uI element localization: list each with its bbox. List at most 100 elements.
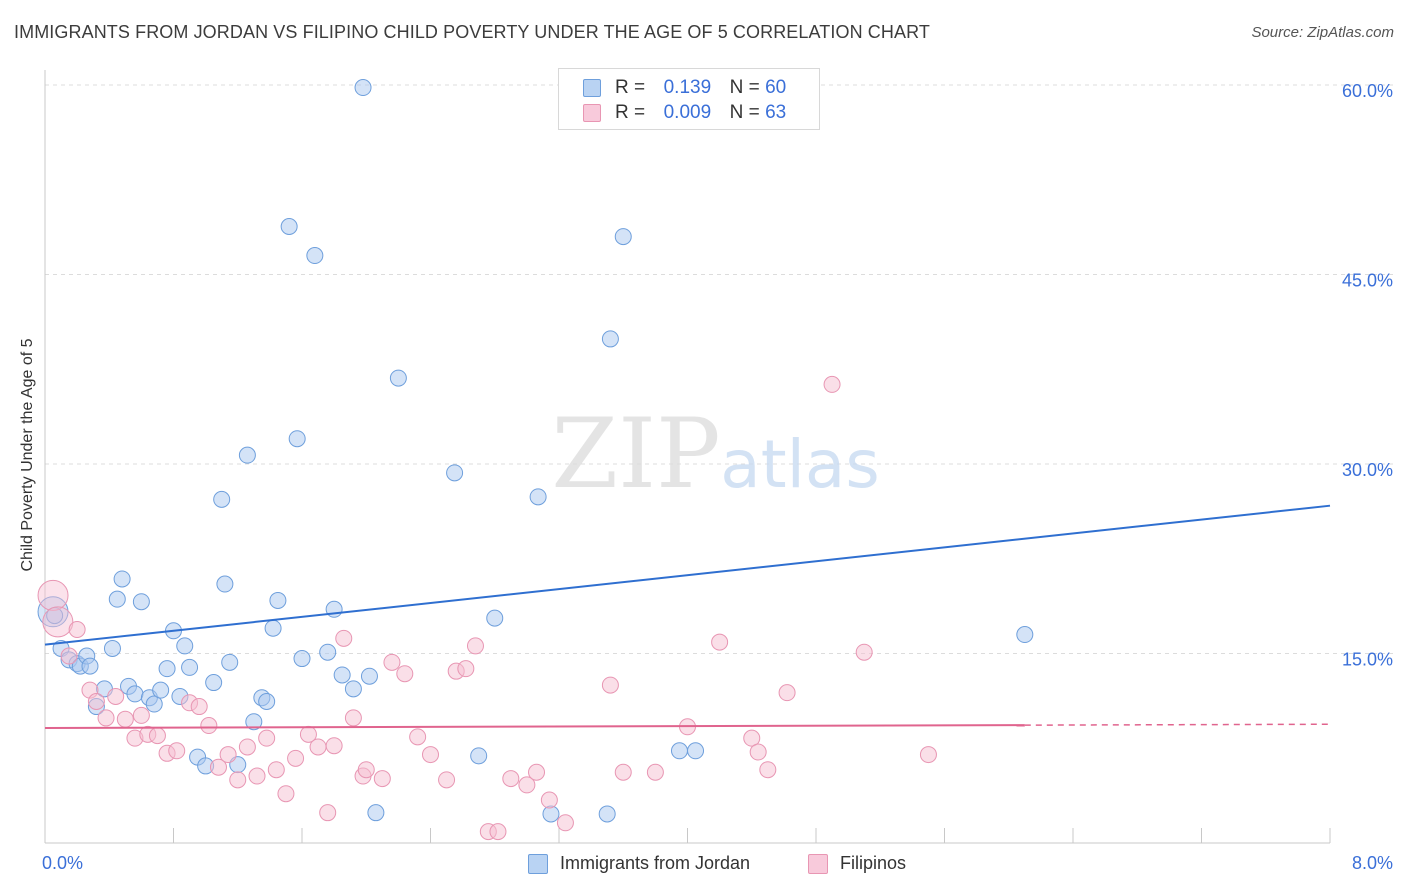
legend-r-label: R =: [615, 77, 646, 98]
point-filipino: [42, 606, 74, 638]
legend-n-label: N =: [729, 102, 760, 123]
point-jordan: [470, 747, 488, 765]
legend-swatch-filipino: [583, 104, 601, 122]
point-filipino: [258, 729, 276, 747]
legend-n-value-jordan: 60: [765, 77, 787, 98]
point-filipino: [97, 709, 115, 727]
point-jordan: [176, 637, 194, 655]
data-points: [37, 79, 1034, 841]
point-jordan: [598, 805, 616, 823]
point-jordan: [81, 657, 99, 675]
point-filipino: [749, 743, 767, 761]
legend-r-label: R =: [615, 102, 646, 123]
point-jordan: [486, 609, 504, 627]
point-filipino: [277, 785, 295, 803]
point-jordan: [264, 619, 282, 637]
point-filipino: [373, 770, 391, 788]
point-filipino: [518, 776, 536, 794]
point-jordan: [216, 575, 234, 593]
point-filipino: [60, 647, 78, 665]
point-filipino: [325, 737, 343, 755]
point-jordan: [221, 653, 239, 671]
y-tick-label: 45.0%: [1342, 271, 1393, 291]
point-filipino: [116, 710, 134, 728]
point-filipino: [148, 727, 166, 745]
y-tick-label: 60.0%: [1342, 81, 1393, 101]
x-tick-label-min: 0.0%: [42, 853, 83, 873]
series-swatch-jordan: [528, 854, 548, 874]
point-jordan: [293, 650, 311, 668]
point-jordan: [687, 742, 705, 760]
point-filipino: [823, 375, 841, 393]
point-jordan: [529, 488, 547, 506]
series-label-jordan: Immigrants from Jordan: [560, 853, 751, 873]
point-filipino: [107, 687, 125, 705]
point-jordan: [344, 680, 362, 698]
tick-labels: 15.0% 30.0% 45.0% 60.0% 0.0% 8.0%: [42, 81, 1393, 873]
point-jordan: [132, 593, 150, 611]
trend-line-filipino: [44, 724, 1025, 730]
point-filipino: [601, 676, 619, 694]
point-jordan: [614, 228, 632, 246]
point-filipino: [778, 684, 796, 702]
series-swatch-filipino: [808, 854, 828, 874]
point-filipino: [238, 738, 256, 756]
point-filipino: [87, 693, 105, 711]
point-filipino: [556, 814, 574, 832]
point-filipino: [528, 763, 546, 781]
point-filipino: [229, 771, 247, 789]
point-filipino: [383, 653, 401, 671]
point-jordan: [238, 446, 256, 464]
point-filipino: [219, 746, 237, 764]
chart-title: IMMIGRANTS FROM JORDAN VS FILIPINO CHILD…: [14, 22, 930, 42]
point-jordan: [354, 79, 372, 97]
point-filipino: [711, 633, 729, 651]
legend-r-value-jordan: 0.139: [663, 77, 712, 98]
point-jordan: [158, 660, 176, 678]
point-jordan: [288, 430, 306, 448]
point-jordan: [145, 695, 163, 713]
point-jordan: [152, 681, 170, 699]
axes: [44, 70, 1331, 844]
grid-lines: [45, 84, 1395, 654]
point-filipino: [37, 579, 69, 611]
legend-n-value-filipino: 63: [765, 102, 787, 123]
point-filipino: [267, 761, 285, 779]
x-tick-label-max: 8.0%: [1352, 853, 1393, 873]
series-label-filipino: Filipinos: [840, 853, 907, 873]
point-jordan: [670, 742, 688, 760]
point-filipino: [248, 767, 266, 785]
trend-lines: [44, 504, 1331, 730]
point-jordan: [446, 464, 464, 482]
point-filipino: [759, 761, 777, 779]
point-filipino: [344, 709, 362, 727]
point-filipino: [168, 742, 186, 760]
point-jordan: [113, 570, 131, 588]
point-jordan: [280, 217, 298, 235]
point-filipino: [540, 791, 558, 809]
point-jordan: [126, 685, 144, 703]
point-filipino: [335, 629, 353, 647]
point-filipino: [466, 637, 484, 655]
point-filipino: [309, 738, 327, 756]
point-filipino: [919, 746, 937, 764]
point-filipino: [457, 660, 475, 678]
point-jordan: [181, 658, 199, 676]
series-legend: Immigrants from Jordan Filipinos: [0, 852, 1406, 878]
legend-r-value-filipino: 0.009: [663, 102, 712, 123]
point-filipino: [200, 717, 218, 735]
point-filipino: [438, 771, 456, 789]
point-filipino: [614, 763, 632, 781]
point-jordan: [245, 713, 263, 731]
trend-line-jordan: [44, 504, 1331, 646]
point-jordan: [306, 247, 324, 265]
source-label: Source: ZipAtlas.com: [1251, 24, 1394, 41]
point-filipino: [357, 761, 375, 779]
watermark-zip: ZIP: [551, 398, 720, 510]
trend-line-filipino-extension: [1024, 723, 1331, 726]
point-jordan: [333, 666, 351, 684]
point-filipino: [502, 770, 520, 788]
point-filipino: [132, 706, 150, 724]
legend-swatch-jordan: [583, 79, 601, 97]
